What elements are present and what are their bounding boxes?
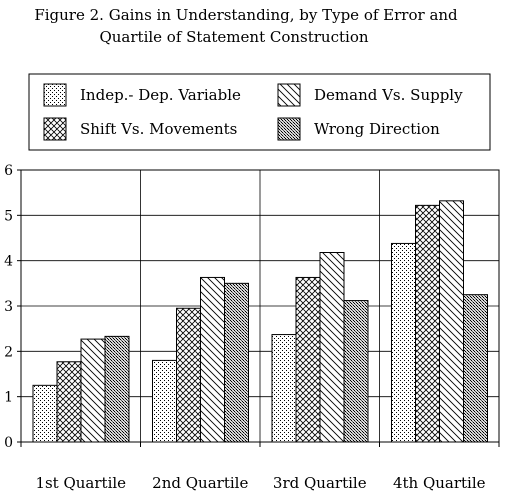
legend-box	[28, 73, 491, 151]
bar-diagonal-4	[439, 200, 464, 443]
bar-dense-2	[224, 282, 249, 443]
legend-swatch-diagonal	[277, 83, 301, 107]
x-tick-label: 1st Quartile	[35, 474, 126, 492]
bar-dots-1	[32, 384, 58, 443]
bar-crosshatch-4	[415, 204, 440, 443]
y-tick-label: 3	[4, 299, 13, 315]
bar-dense-1	[104, 335, 130, 443]
y-tick-label: 5	[4, 208, 13, 224]
legend-label: Demand Vs. Supply	[314, 86, 463, 104]
bar-diagonal-3	[319, 252, 345, 443]
y-tick-label: 1	[4, 390, 13, 406]
x-tick-label: 3rd Quartile	[273, 474, 367, 492]
legend-swatch-crosshatch	[43, 117, 67, 141]
bar-diagonal-1	[80, 338, 106, 443]
bar-dots-4	[391, 242, 416, 443]
bar-diagonal-2	[200, 276, 225, 443]
legend-label: Indep.- Dep. Variable	[80, 86, 241, 104]
x-tick-label: 2nd Quartile	[152, 474, 248, 492]
chart-title-line-2: Quartile of Statement Construction	[99, 28, 368, 46]
y-tick-label: 0	[4, 435, 13, 451]
legend-label: Shift Vs. Movements	[80, 120, 237, 138]
plot-area: 0 1 2 3 4 5 6 1st Quartile 2nd Quartile 3rd Quart…	[4, 163, 500, 492]
bar-dots-2	[152, 359, 177, 443]
x-tick-label: 4th Quartile	[393, 474, 486, 492]
bar-dense-4	[463, 294, 488, 443]
y-tick-label: 2	[4, 344, 13, 360]
bar-crosshatch-3	[295, 276, 321, 443]
legend-swatch-dense	[277, 117, 301, 141]
legend-swatch-dots	[43, 83, 67, 107]
bar-crosshatch-2	[176, 307, 201, 443]
chart-title-line-1: Figure 2. Gains in Understanding, by Typ…	[34, 6, 458, 24]
bar-crosshatch-1	[56, 361, 82, 443]
y-tick-label: 6	[4, 163, 13, 179]
y-tick-label: 4	[4, 254, 13, 270]
bar-dense-3	[343, 300, 369, 443]
legend-label: Wrong Direction	[314, 120, 440, 138]
bar-dots-3	[271, 334, 297, 443]
legend: Indep.- Dep. Variable Shift Vs. Movements…	[28, 73, 491, 151]
